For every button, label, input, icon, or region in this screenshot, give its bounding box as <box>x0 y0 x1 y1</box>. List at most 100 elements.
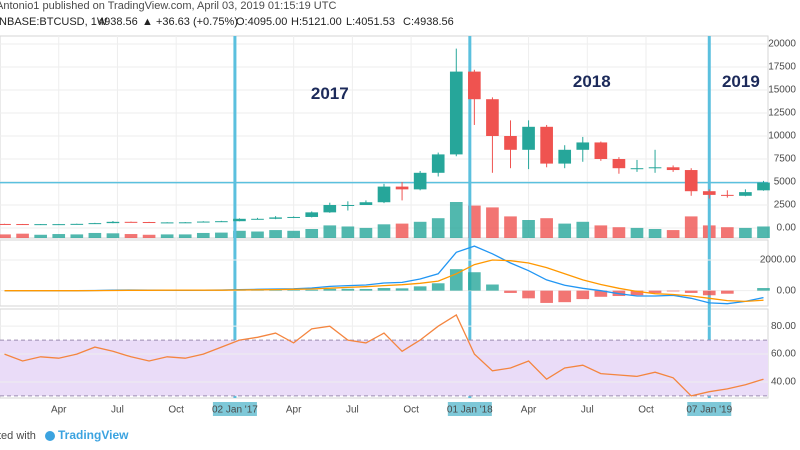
candle-body <box>721 194 734 196</box>
x-tick-label: Jul <box>111 405 124 416</box>
footer-brand[interactable]: TradingView <box>58 428 129 442</box>
macd-histogram-bar <box>359 288 373 291</box>
volume-bar <box>70 234 84 238</box>
y-tick-label: 12500 <box>768 108 796 119</box>
candle-body <box>323 205 337 213</box>
macd-histogram-bar <box>594 290 608 297</box>
x-tick-label: Jul <box>581 405 594 416</box>
volume-bar <box>52 234 66 238</box>
volume-bar <box>612 227 626 238</box>
macd-histogram-bar <box>757 288 770 291</box>
year-annotation: 2018 <box>573 72 611 91</box>
macd-histogram-bar <box>449 269 463 291</box>
x-tick-label: Apr <box>521 405 537 416</box>
macd-histogram-bar <box>323 288 337 291</box>
volume-bar <box>431 218 445 238</box>
volume-bar <box>594 225 608 238</box>
candle-body <box>70 223 84 225</box>
candle-body <box>666 167 680 171</box>
macd-histogram-bar <box>287 290 300 291</box>
volume-bar <box>88 232 102 238</box>
footer-prefix: ted with <box>0 430 36 442</box>
x-tick-label: Oct <box>403 405 419 416</box>
volume-bar <box>449 202 463 238</box>
macd-histogram-bar <box>721 290 734 294</box>
macd-histogram-bar <box>395 288 409 291</box>
candle-body <box>34 224 47 226</box>
y-tick-label: 60.00 <box>771 349 796 360</box>
y-tick-label: 2500 <box>774 200 797 211</box>
volume-bar <box>522 220 535 238</box>
volume-bar <box>413 221 427 238</box>
macd-histogram-bar <box>504 290 517 293</box>
macd-histogram-bar <box>684 290 698 293</box>
pane-frame <box>0 239 769 307</box>
volume-bar <box>251 231 264 238</box>
candle-body <box>739 192 752 196</box>
y-tick-label: 2000.00 <box>760 255 797 266</box>
macd-histogram-bar <box>341 288 355 291</box>
volume-bar <box>486 207 499 238</box>
macd-histogram-bar <box>576 290 590 300</box>
volume-bar <box>160 234 174 238</box>
rsi-line <box>4 314 764 397</box>
y-tick-label: 0.00 <box>777 223 797 234</box>
volume-bar <box>34 234 47 238</box>
macd-histogram-bar <box>558 290 572 303</box>
symbol: INBASE:BTCUSD, 1W <box>0 16 108 28</box>
y-tick-label: 17500 <box>768 62 796 73</box>
candle-body <box>106 221 120 224</box>
candle-body <box>702 191 716 195</box>
candle-body <box>359 202 373 206</box>
x-tick-label: Oct <box>638 405 654 416</box>
candle-body <box>431 154 445 173</box>
change: ▲ +36.63 (+0.75%) <box>142 16 238 28</box>
volume-bar <box>359 227 373 238</box>
volume-bar <box>648 229 662 238</box>
candle-body <box>341 205 355 207</box>
ohlc-close: C:4938.56 <box>403 16 454 28</box>
macd-histogram-bar <box>540 290 553 303</box>
x-tick-label: Apr <box>51 405 67 416</box>
macd-histogram-bar <box>269 290 282 291</box>
candle-body <box>178 222 192 224</box>
volume-bar <box>395 223 409 238</box>
volume-bar <box>377 224 391 238</box>
volume-bar <box>196 232 210 238</box>
volume-bar <box>178 234 192 238</box>
candle-body <box>630 168 644 170</box>
candle-body <box>757 182 770 191</box>
candle-body <box>196 221 210 223</box>
candle-body <box>0 223 11 225</box>
macd-histogram-bar <box>630 290 644 296</box>
x-tick-label: Apr <box>286 405 302 416</box>
volume-bar <box>269 230 282 238</box>
candle-body <box>142 222 156 224</box>
volume-bar <box>287 230 300 238</box>
ohlc-low: L:4051.53 <box>346 16 395 28</box>
candle-body <box>486 99 499 137</box>
rsi-band <box>0 340 768 396</box>
candle-body <box>504 136 517 150</box>
ohlc-open: O:4095.00 <box>236 16 287 28</box>
candle-body <box>215 221 228 223</box>
ohlc-high: H:5121.00 <box>291 16 342 28</box>
last-price: 4938.56 <box>98 16 138 28</box>
candle-body <box>88 223 102 225</box>
year-annotation: 2017 <box>311 84 349 103</box>
candle-body <box>576 142 590 150</box>
candle-body <box>124 221 138 223</box>
macd-histogram-bar <box>377 288 391 291</box>
volume-bar <box>721 227 734 238</box>
volume-bar <box>684 216 698 238</box>
candle-body <box>377 186 391 203</box>
x-tick-highlight <box>447 402 492 416</box>
volume-bar <box>540 218 553 238</box>
candle-body <box>269 217 282 219</box>
candle-body <box>648 167 662 169</box>
author-line: Antonio1 published on TradingView.com, A… <box>0 0 336 12</box>
candle-body <box>684 170 698 192</box>
logo-icon <box>45 431 55 441</box>
candle-body <box>612 159 626 169</box>
